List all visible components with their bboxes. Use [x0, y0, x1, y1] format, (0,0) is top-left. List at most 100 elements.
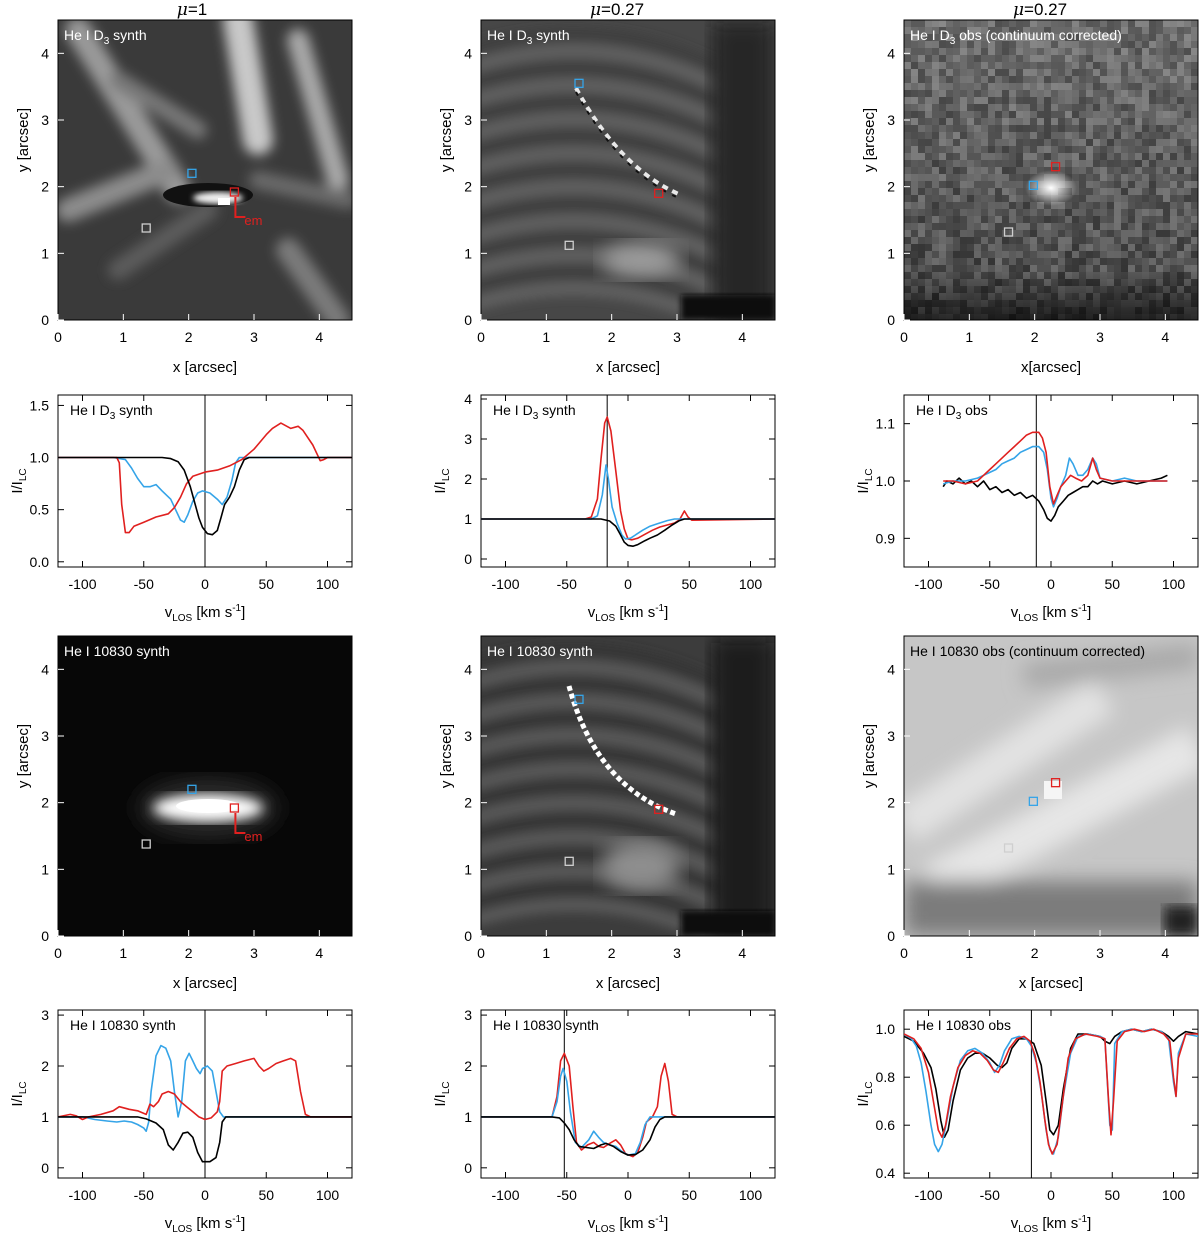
panel-line_r4c1: -100 -50 0 50 100 0 1 2 3 vLOS [km s-1] I/ILC He I … [9, 1007, 353, 1235]
series-group [58, 422, 352, 536]
plot-frame [480, 635, 776, 937]
column-title-2-text: =0.27 [601, 0, 645, 19]
x-tick-label: 1 [542, 945, 550, 961]
panel-title: He I D3 synth [70, 402, 153, 422]
x-axis-label: vLOS [km s-1] [1011, 603, 1092, 624]
x-axis-label: x [arcsec] [1019, 975, 1083, 992]
y-tick-label: 0 [464, 1160, 472, 1176]
y-tick-label: 0.9 [876, 530, 896, 546]
x-tick-label: -100 [491, 1187, 519, 1203]
y-axis-label: y [arcsec] [861, 108, 878, 172]
annotation-label: em [244, 213, 262, 228]
series-line [481, 518, 775, 547]
y-tick-label: 2 [41, 1058, 49, 1074]
series-line [904, 1028, 1198, 1155]
marker-box [1028, 180, 1039, 190]
y-tick-label: 3 [41, 1007, 49, 1023]
series-line [58, 1057, 352, 1121]
series-group [481, 1052, 775, 1158]
panel-img_r1c1: 0 1 2 3 4 0 1 2 3 4 x [arcsec] y [arcsec] He I D3 sy… [15, 19, 353, 376]
y-tick-label: 4 [464, 661, 472, 677]
y-tick-label: 3 [41, 112, 49, 128]
y-tick-label: 1.0 [876, 473, 896, 489]
x-tick-label: 4 [1161, 945, 1169, 961]
x-tick-label: 1 [119, 945, 127, 961]
marker-box [1050, 778, 1061, 788]
marker-box [574, 694, 584, 704]
y-tick-label: 1.1 [876, 416, 896, 432]
x-axis-label: x [arcsec] [173, 359, 237, 376]
y-tick-label: 4 [887, 45, 895, 61]
panel-title: He I D3 obs (continuum corrected) [910, 27, 1122, 47]
y-tick-label: 0 [41, 1160, 49, 1176]
panel-img_r3c1: 0 1 2 3 4 0 1 2 3 4 x [arcsec] y [arcsec] He I 10830… [15, 635, 353, 992]
y-tick-label: 4 [464, 391, 472, 407]
series-line [58, 456, 352, 536]
x-tick-label: -100 [68, 1187, 96, 1203]
x-tick-label: 100 [1162, 576, 1186, 592]
x-tick-label: 2 [185, 945, 193, 961]
x-tick-label: 100 [739, 576, 763, 592]
y-axis-label: y [arcsec] [438, 724, 455, 788]
y-axis-label: I/ILC [855, 468, 875, 493]
map-image [481, 20, 775, 320]
y-tick-label: 1 [464, 245, 472, 261]
annotation-l-mark [234, 197, 246, 218]
x-axis-label: vLOS [km s-1] [165, 603, 246, 624]
x-tick-label: 0 [201, 1187, 209, 1203]
y-axis-label: I/ILC [855, 1081, 875, 1106]
x-axis-label: x [arcsec] [173, 975, 237, 992]
x-tick-label: -50 [134, 576, 154, 592]
x-tick-label: 3 [1096, 945, 1104, 961]
series-line [943, 431, 1168, 505]
x-tick-label: 2 [608, 329, 616, 345]
marker-box [141, 223, 151, 233]
marker-box [187, 784, 197, 794]
y-tick-label: 0 [887, 928, 895, 944]
x-tick-label: 3 [1096, 329, 1104, 345]
marker-box [229, 803, 240, 813]
map-image [58, 636, 352, 936]
series-line [481, 1116, 775, 1156]
y-tick-label: 2 [464, 471, 472, 487]
y-tick-label: 0.0 [30, 554, 50, 570]
column-title-1-text: =1 [187, 0, 208, 19]
y-tick-label: 3 [464, 431, 472, 447]
marker-box [654, 804, 664, 814]
y-tick-label: 4 [887, 661, 895, 677]
panel-img_r1c2: 0 1 2 3 4 0 1 2 3 4 x [arcsec] y [arcsec] He I D3 sy… [438, 19, 776, 376]
x-tick-label: 0 [477, 945, 485, 961]
y-axis-label: I/ILC [432, 1081, 452, 1106]
panel-title: He I 10830 synth [493, 1017, 599, 1033]
x-tick-label: -50 [557, 576, 577, 592]
marker-box [1003, 227, 1014, 237]
x-tick-label: 3 [673, 945, 681, 961]
x-tick-label: 100 [316, 576, 340, 592]
x-axis-label: x[arcsec] [1021, 359, 1081, 376]
y-axis-label: I/ILC [9, 1081, 29, 1106]
x-tick-label: -50 [980, 576, 1000, 592]
marker-box [1028, 796, 1039, 806]
panel-title: He I D3 obs [916, 402, 988, 422]
y-tick-label: 1 [41, 861, 49, 877]
map-image [481, 636, 775, 936]
series-group [481, 416, 775, 547]
x-tick-label: 50 [1104, 1187, 1120, 1203]
y-tick-label: 2 [41, 795, 49, 811]
series-line [58, 456, 352, 523]
x-tick-label: 50 [1104, 576, 1120, 592]
x-axis-label: vLOS [km s-1] [165, 1214, 246, 1235]
plot-frame [903, 635, 1199, 937]
plot-frame [480, 19, 776, 321]
y-tick-label: 1 [41, 245, 49, 261]
y-tick-label: 2 [464, 179, 472, 195]
plot-frame [57, 19, 353, 321]
x-tick-label: 0 [1047, 576, 1055, 592]
y-tick-label: 1 [41, 1109, 49, 1125]
x-tick-label: 3 [673, 329, 681, 345]
x-tick-label: 4 [738, 329, 746, 345]
x-tick-label: 4 [1161, 329, 1169, 345]
x-tick-label: 1 [965, 329, 973, 345]
marker-box [1003, 843, 1014, 853]
plot-frame [480, 1009, 776, 1179]
